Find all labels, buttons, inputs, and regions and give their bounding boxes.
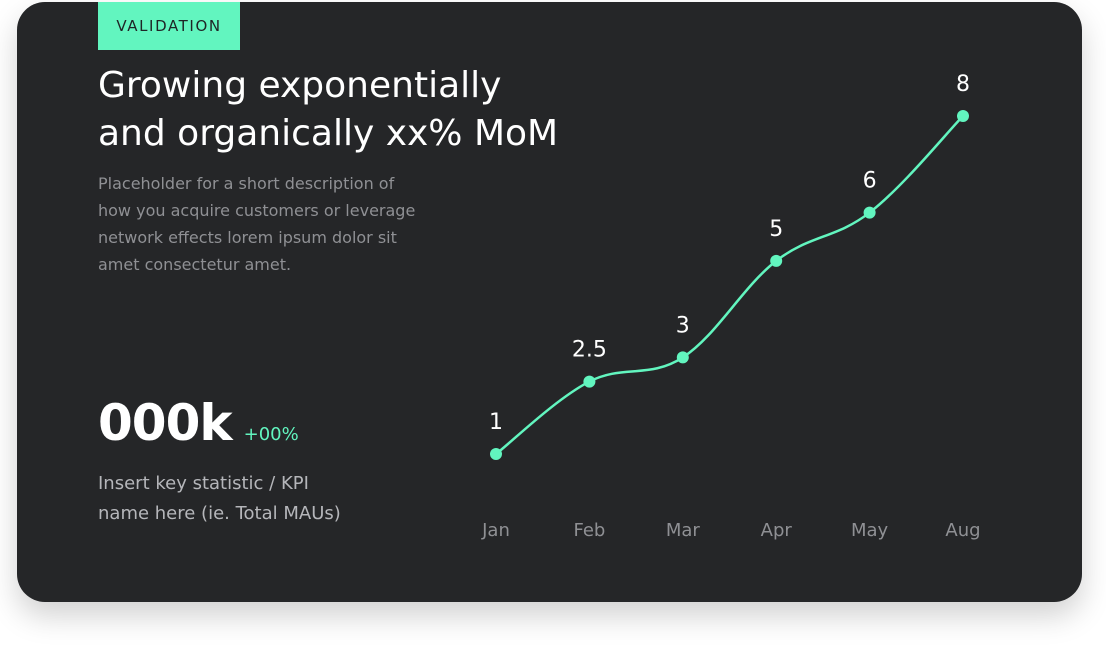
data-label: 2.5 xyxy=(572,338,607,363)
data-label: 8 xyxy=(956,72,970,97)
data-point xyxy=(676,351,689,364)
data-point xyxy=(770,254,783,267)
series-line xyxy=(495,115,964,455)
data-point xyxy=(957,110,969,122)
x-tick-label: May xyxy=(851,520,889,541)
data-point xyxy=(863,206,876,219)
x-tick-label: Feb xyxy=(573,520,605,541)
data-label: 1 xyxy=(489,410,503,435)
x-tick-label: Aug xyxy=(945,520,980,541)
slide-card: VALIDATION Growing exponentially and org… xyxy=(17,2,1082,602)
section-tag: VALIDATION xyxy=(98,2,240,50)
kpi-block: 000k +00% xyxy=(98,394,299,452)
x-tick-label: Jan xyxy=(481,520,510,541)
line-chart: 1 2.5 3 5 6 8 Jan Feb Mar Apr May Aug xyxy=(481,72,980,541)
kpi-value: 000k xyxy=(98,394,233,452)
description: Placeholder for a short description of h… xyxy=(98,174,416,274)
page-title: Growing exponentially and organically xx… xyxy=(98,62,618,158)
data-label: 3 xyxy=(676,313,690,338)
x-tick-label: Mar xyxy=(666,520,701,541)
kpi-delta: +00% xyxy=(243,424,299,445)
data-point xyxy=(490,448,502,460)
data-point xyxy=(583,375,596,388)
title-line-2: and organically xx% MoM xyxy=(98,113,559,154)
x-tick-label: Apr xyxy=(761,520,793,541)
data-label: 5 xyxy=(769,217,783,242)
kpi-label: Insert key statistic / KPI name here (ie… xyxy=(98,473,341,524)
title-line-1: Growing exponentially xyxy=(98,65,502,106)
data-label: 6 xyxy=(863,169,877,194)
